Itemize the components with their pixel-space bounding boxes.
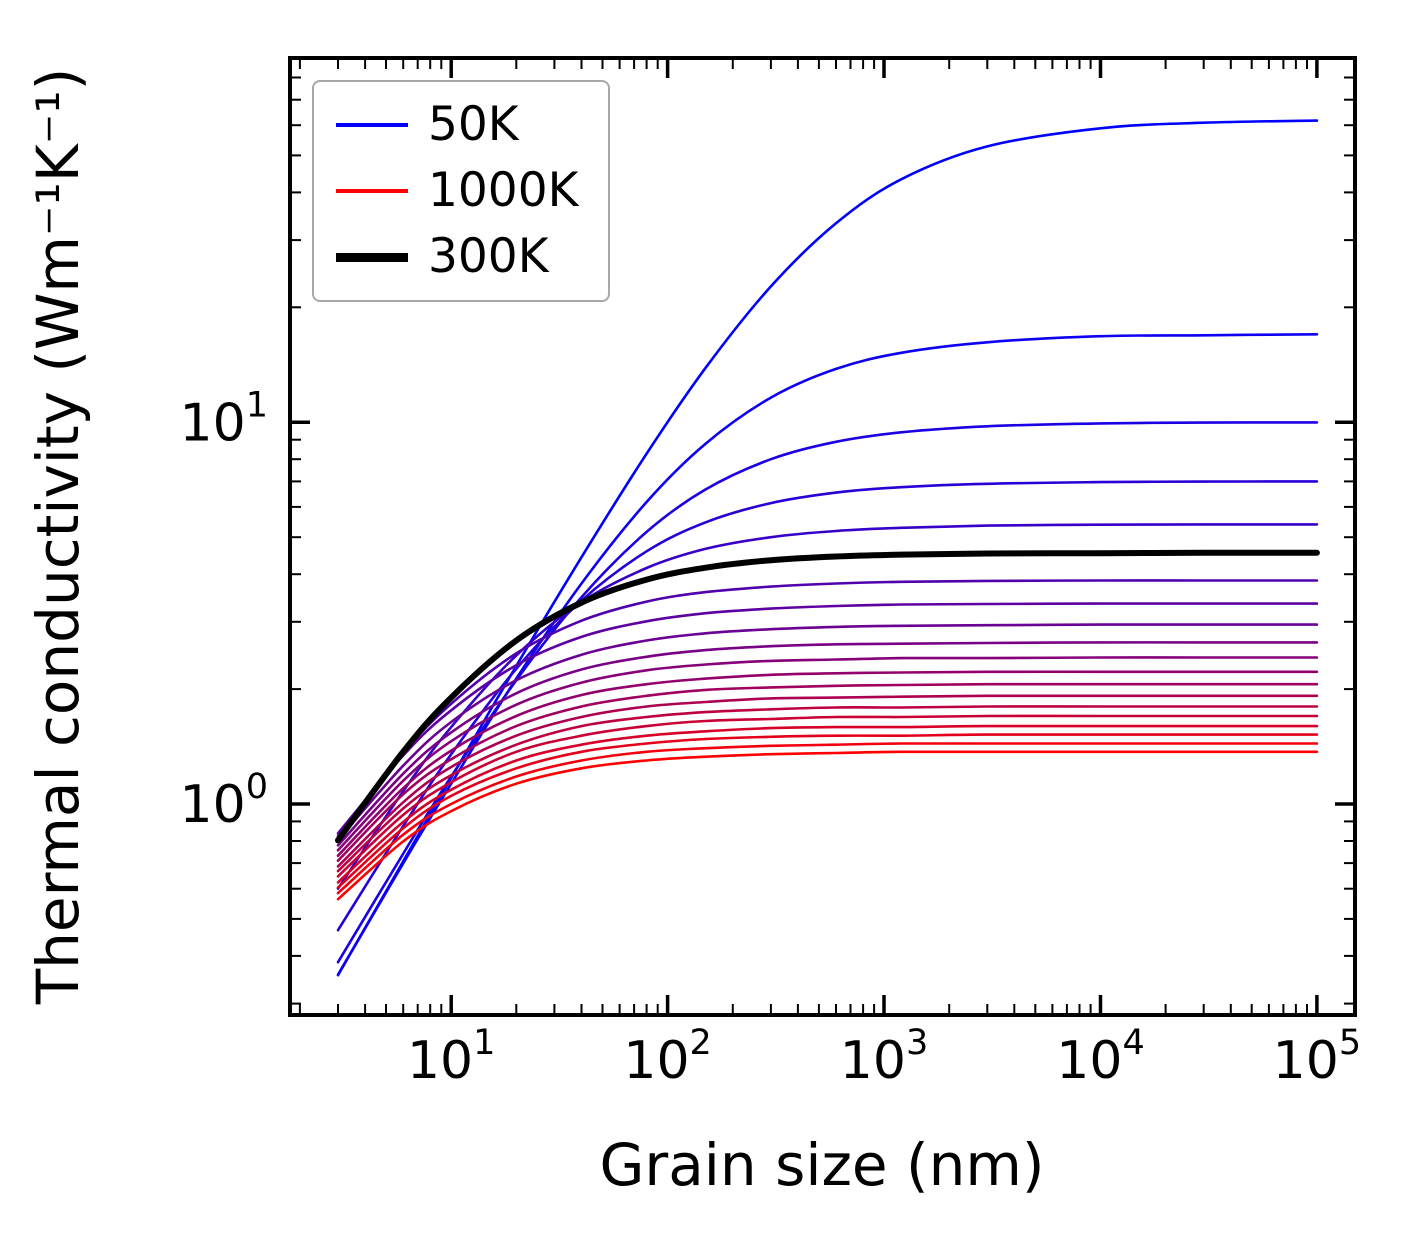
curve-650K [336,682,1319,862]
curve-400K [336,602,1319,835]
curve-850K [336,724,1319,884]
x-tick-label: 102 [623,1023,711,1091]
curve-950K [336,742,1319,895]
x-tick-label: 101 [407,1023,495,1091]
x-tick-label: 104 [1056,1023,1144,1091]
curve-700K [336,694,1319,868]
curves-layer [335,119,1320,977]
y-axis-label: Thermal conductivity (Wm⁻¹K⁻¹) [24,68,92,1006]
curve-1000K [336,750,1319,901]
curve-100K [336,333,1319,976]
curve-200K [336,480,1319,932]
x-tick-label: 105 [1273,1023,1361,1091]
legend-entry-1000k: 1000K [336,163,579,219]
legend-line-50k-icon [336,123,408,128]
curve-550K [336,656,1319,852]
legend: 50K 1000K 300K [312,80,611,303]
curve-800K [336,714,1319,878]
x-tick-label: 103 [840,1023,928,1091]
legend-label-300k: 300K [428,229,549,285]
y-tick-label: 100 [180,767,268,835]
curve-150K [336,421,1319,964]
legend-label-50k: 50K [428,97,519,152]
curve-450K [336,623,1319,842]
curve-500K [336,641,1319,847]
curve-900K [336,733,1319,889]
curve-350K [336,579,1319,838]
x-axis-label: Grain size (nm) [599,1131,1044,1199]
y-tick-label: 101 [180,385,268,453]
axes-frame [288,56,1357,1017]
curve-250K [336,523,1319,890]
curve-600K [336,670,1319,857]
legend-label-1000k: 1000K [428,163,579,219]
curve-300K [335,549,1320,844]
legend-entry-300k: 300K [336,230,578,284]
legend-line-300k-icon [336,252,408,262]
legend-line-1000k-icon [336,189,408,194]
curve-750K [336,705,1319,873]
legend-entry-50k: 50K [336,97,578,152]
